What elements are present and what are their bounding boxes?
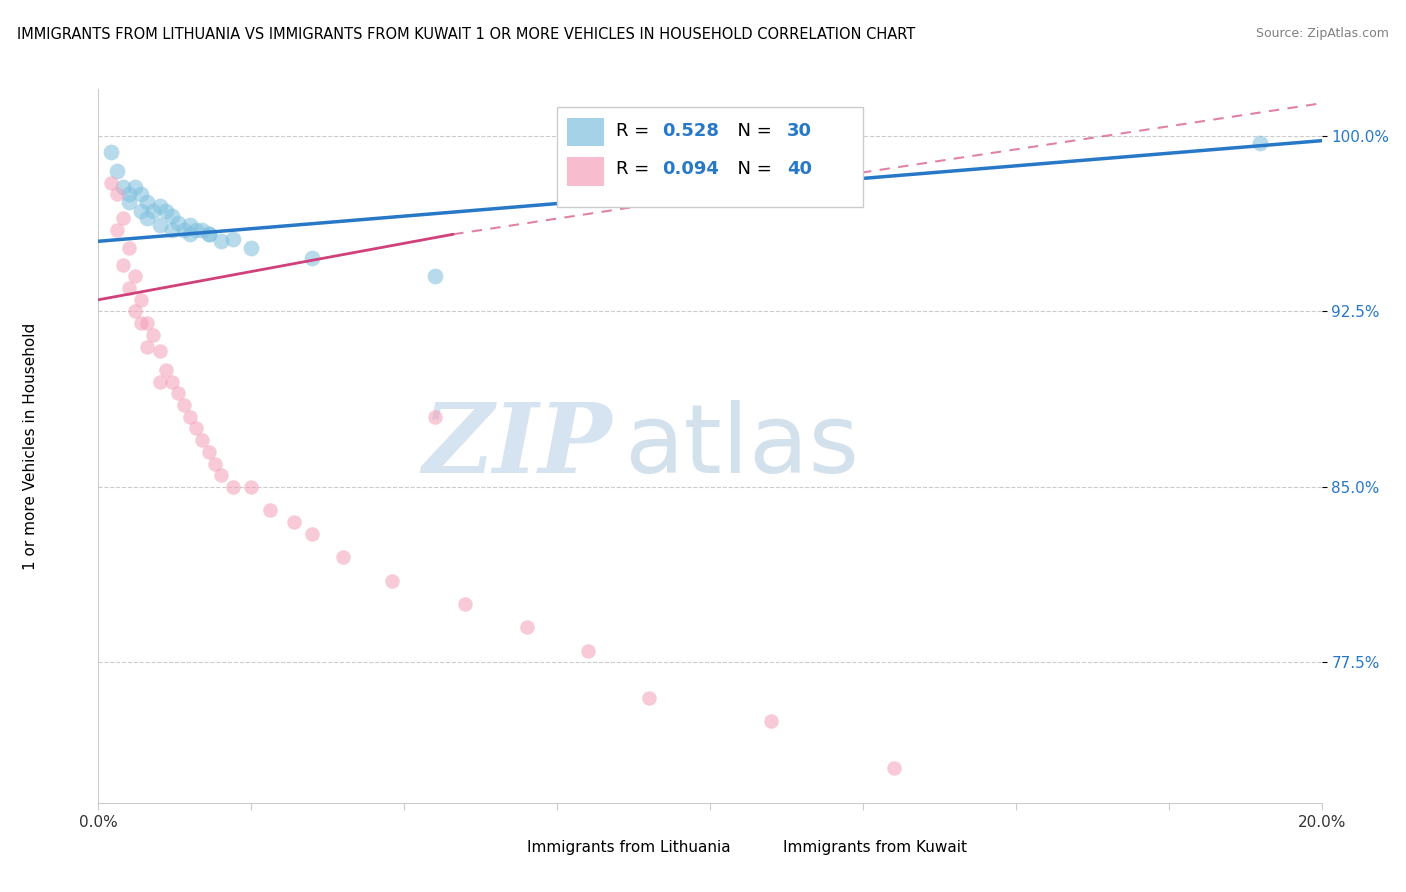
Point xyxy=(301,251,323,265)
FancyBboxPatch shape xyxy=(557,107,863,207)
Point xyxy=(105,187,128,202)
Point xyxy=(129,203,152,218)
Text: 30: 30 xyxy=(787,121,813,139)
Text: 0.094: 0.094 xyxy=(662,161,720,178)
Text: R =: R = xyxy=(616,121,655,139)
Text: IMMIGRANTS FROM LITHUANIA VS IMMIGRANTS FROM KUWAIT 1 OR MORE VEHICLES IN HOUSEH: IMMIGRANTS FROM LITHUANIA VS IMMIGRANTS … xyxy=(17,27,915,42)
Point xyxy=(129,187,152,202)
Point xyxy=(179,227,201,242)
Point xyxy=(173,398,195,412)
Point xyxy=(155,363,177,377)
Point xyxy=(124,304,146,318)
Point xyxy=(381,574,404,588)
Text: Source: ZipAtlas.com: Source: ZipAtlas.com xyxy=(1256,27,1389,40)
Point xyxy=(240,480,263,494)
Point xyxy=(454,597,477,611)
Point xyxy=(118,281,141,295)
Point xyxy=(637,690,661,705)
Point xyxy=(167,216,190,230)
Point xyxy=(301,526,323,541)
Point xyxy=(160,375,183,389)
Text: atlas: atlas xyxy=(624,400,859,492)
Text: N =: N = xyxy=(725,161,778,178)
Point xyxy=(179,218,201,232)
Point xyxy=(142,203,165,218)
Point xyxy=(283,515,305,529)
Text: 40: 40 xyxy=(787,161,813,178)
Point xyxy=(105,164,128,178)
Point xyxy=(149,199,172,213)
Point xyxy=(259,503,281,517)
Point xyxy=(111,211,134,225)
Point xyxy=(118,187,141,202)
Point xyxy=(124,180,146,194)
Text: R =: R = xyxy=(616,161,655,178)
Point xyxy=(142,327,165,342)
Point xyxy=(759,714,782,728)
Point xyxy=(197,227,219,242)
Point xyxy=(136,194,159,209)
Point xyxy=(173,222,195,236)
Point xyxy=(111,258,134,272)
Point xyxy=(191,433,214,447)
Point xyxy=(136,211,159,225)
Text: 0.528: 0.528 xyxy=(662,121,720,139)
Point xyxy=(160,209,183,223)
Point xyxy=(129,293,152,307)
Point xyxy=(186,222,208,236)
Bar xyxy=(567,157,603,186)
Point xyxy=(332,550,354,565)
Point xyxy=(160,222,183,236)
Point xyxy=(204,457,226,471)
Point xyxy=(240,241,263,255)
Point xyxy=(167,386,190,401)
Point xyxy=(209,468,232,483)
Point xyxy=(209,234,232,248)
Text: Immigrants from Lithuania: Immigrants from Lithuania xyxy=(526,840,730,855)
Bar xyxy=(747,838,773,860)
Point xyxy=(423,409,446,424)
Point xyxy=(149,344,172,359)
Point xyxy=(100,176,122,190)
Point xyxy=(124,269,146,284)
Point xyxy=(179,409,201,424)
Point xyxy=(149,375,172,389)
Point xyxy=(197,227,219,242)
Point xyxy=(191,222,214,236)
Point xyxy=(222,480,245,494)
Point xyxy=(118,241,141,255)
Point xyxy=(118,194,141,209)
Point xyxy=(883,761,905,775)
Point xyxy=(155,203,177,218)
Point xyxy=(129,316,152,330)
Text: ZIP: ZIP xyxy=(423,399,612,493)
Text: Immigrants from Kuwait: Immigrants from Kuwait xyxy=(783,840,967,855)
Point xyxy=(516,620,538,634)
Point xyxy=(136,340,159,354)
Point xyxy=(222,232,245,246)
Point xyxy=(576,644,599,658)
Point xyxy=(186,421,208,435)
Point xyxy=(100,145,122,160)
Point xyxy=(111,180,134,194)
Bar xyxy=(489,838,517,860)
Point xyxy=(423,269,446,284)
Point xyxy=(1249,136,1271,150)
Text: 1 or more Vehicles in Household: 1 or more Vehicles in Household xyxy=(24,322,38,570)
Text: N =: N = xyxy=(725,121,778,139)
Point xyxy=(149,218,172,232)
Bar xyxy=(567,118,603,146)
Point xyxy=(105,222,128,236)
Point xyxy=(197,445,219,459)
Point xyxy=(136,316,159,330)
